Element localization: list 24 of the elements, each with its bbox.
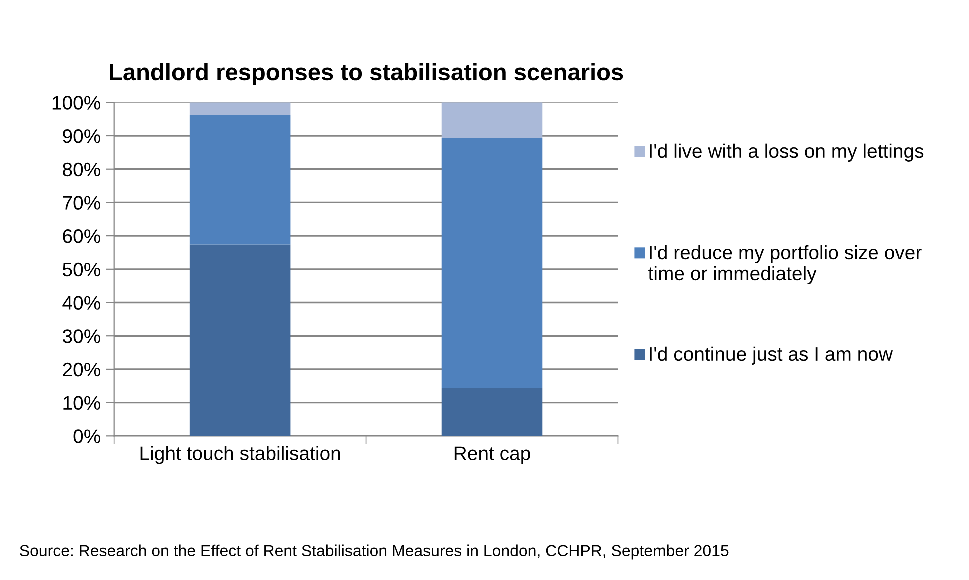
x-tick-label: Rent cap [454, 446, 530, 464]
y-tick-label: 10% [64, 396, 100, 410]
bar [442, 102, 543, 138]
bar [442, 138, 543, 388]
y-tick-label: 50% [63, 262, 100, 277]
y-tick-label: 60% [63, 230, 100, 244]
bar [190, 244, 291, 436]
legend-label: I'd reduce my portfolio size over time or immediately [648, 245, 922, 284]
bar [442, 388, 543, 436]
legend-label: I'd live with a loss on my lettings [650, 144, 924, 162]
y-tick-label: 20% [63, 362, 100, 377]
y-tick-label: 100% [52, 96, 100, 110]
y-tick-label: 80% [63, 162, 100, 177]
chart-title: Landlord responses to stabilisation scenarios [110, 63, 624, 86]
y-tick-label: 90% [63, 129, 100, 144]
bar [190, 115, 291, 245]
y-tick-label: 70% [63, 196, 100, 210]
bar [190, 102, 291, 115]
y-tick-label: 0% [74, 430, 100, 444]
legend-label: I'd continue just as I am now [650, 346, 894, 365]
y-tick-label: 30% [62, 330, 100, 344]
x-tick-label: Light touch stabilisation [140, 446, 340, 464]
source-note: Source: Research on the Effect of Rent Stabilisation Measures in London, CCHPR, September 2015 [20, 544, 729, 560]
y-tick-label: 40% [62, 296, 100, 310]
